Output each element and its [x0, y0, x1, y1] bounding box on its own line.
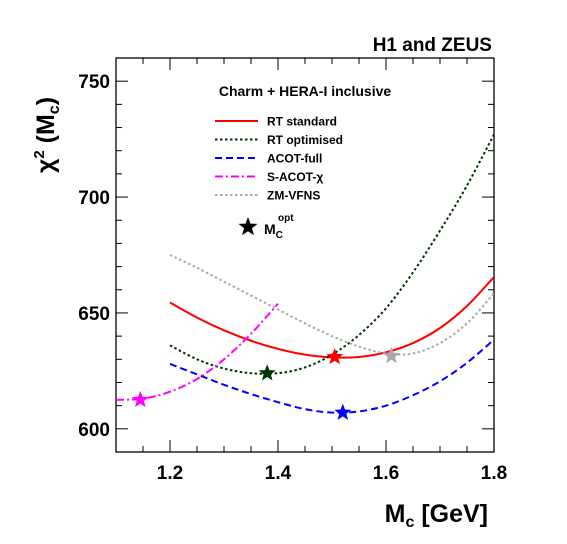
legend-label-zm-vfns: ZM-VFNS	[267, 189, 320, 203]
x-axis-title: Mc [GeV]	[385, 500, 488, 531]
marker-legend-label-sub: C	[276, 230, 283, 241]
optimum-star-acot-full	[334, 403, 352, 420]
y-axis-title-chi: χ	[32, 158, 60, 173]
y-axis-title: χ2 (Mc)	[31, 97, 63, 173]
axis-ticks	[115, 57, 495, 453]
x-tick-label: 1.8	[481, 463, 507, 484]
x-axis-title-rest: [GeV]	[414, 500, 488, 528]
marker-legend-sup: opt	[278, 213, 294, 224]
optimum-star-zm-vfns	[382, 346, 400, 364]
y-axis-title-open: (M	[32, 114, 60, 150]
optimum-star-s-acot	[131, 390, 149, 408]
y-tick-label: 600	[78, 420, 110, 441]
experiment-label: H1 and ZEUS	[373, 35, 492, 56]
x-tick-label: 1.6	[373, 463, 399, 484]
optimum-star-rt-optimised	[258, 364, 276, 381]
marker-legend-star-icon	[238, 217, 258, 236]
legend-label-rt-optimised: RT optimised	[267, 133, 343, 147]
x-tick-label: 1.4	[265, 463, 292, 484]
legend-label-rt-standard: RT standard	[267, 115, 337, 129]
y-axis-title-close: )	[32, 97, 60, 105]
marker-legend-label-main: M	[264, 221, 276, 237]
optimum-markers	[131, 346, 400, 420]
series-line-rt-optimised	[169, 134, 494, 375]
y-axis-title-sub: c	[46, 105, 63, 114]
y-tick-label: 700	[78, 188, 110, 209]
x-tick-label: 1.2	[157, 463, 183, 484]
y-tick-labels: 600 650 700 750	[78, 72, 110, 441]
y-tick-label: 650	[78, 304, 110, 325]
optimum-star-rt-standard	[326, 347, 344, 365]
legend: RT standard RT optimised ACOT-full S-ACOT-χ…	[215, 115, 343, 203]
series-line-acot-full	[169, 338, 494, 414]
series-line-rt-standard	[169, 276, 494, 359]
marker-legend-label: MC	[264, 221, 283, 241]
y-tick-label: 750	[78, 72, 110, 93]
x-axis-title-main: M	[385, 500, 406, 528]
x-axis-title-sub: c	[405, 514, 414, 531]
legend-label-s-acot: S-ACOT-χ	[267, 170, 323, 184]
x-tick-labels: 1.2 1.4 1.6 1.8	[157, 463, 507, 484]
chart-title: Charm + HERA-I inclusive	[219, 83, 392, 99]
legend-label-acot-full: ACOT-full	[267, 152, 322, 166]
marker-legend: MC opt	[238, 213, 294, 241]
series-line-zm-vfns	[169, 254, 494, 356]
y-axis-title-sup: 2	[31, 150, 48, 158]
